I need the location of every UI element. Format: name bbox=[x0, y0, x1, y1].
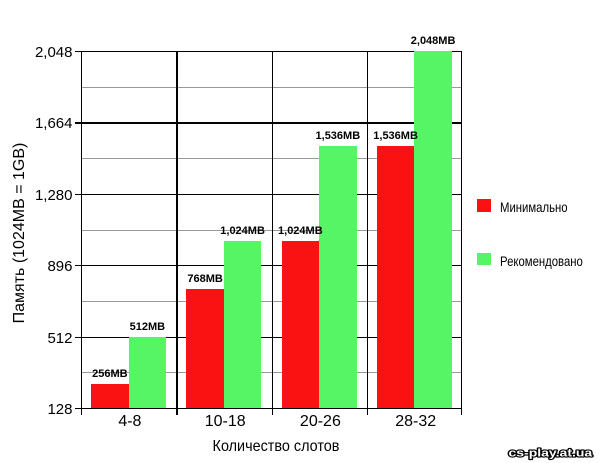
svg-text:cs-play.at.ua: cs-play.at.ua bbox=[509, 447, 594, 459]
